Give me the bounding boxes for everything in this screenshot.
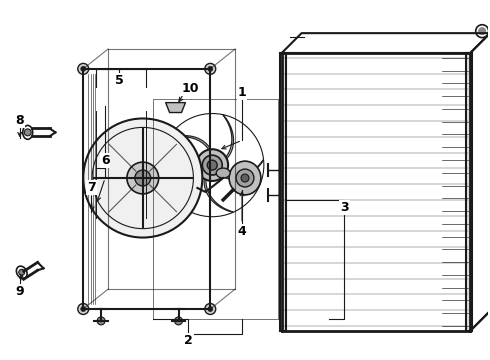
Polygon shape [204, 175, 233, 212]
Circle shape [202, 155, 222, 175]
Text: 5: 5 [115, 74, 123, 87]
Circle shape [83, 118, 202, 238]
Circle shape [205, 63, 216, 74]
Circle shape [241, 174, 249, 182]
Circle shape [208, 306, 213, 311]
Polygon shape [219, 160, 264, 179]
Text: 3: 3 [340, 201, 348, 214]
Circle shape [196, 149, 228, 181]
Circle shape [479, 28, 486, 35]
Text: 2: 2 [184, 334, 193, 347]
Text: 6: 6 [101, 154, 109, 167]
Ellipse shape [216, 168, 230, 178]
Ellipse shape [229, 161, 261, 195]
Text: 8: 8 [16, 114, 24, 127]
Polygon shape [168, 136, 212, 153]
Polygon shape [223, 114, 234, 161]
Circle shape [236, 169, 254, 187]
Ellipse shape [23, 125, 33, 139]
Circle shape [78, 303, 89, 314]
FancyBboxPatch shape [280, 53, 286, 331]
Text: 4: 4 [238, 225, 246, 238]
Circle shape [208, 66, 213, 71]
Text: 7: 7 [87, 181, 96, 194]
Polygon shape [166, 103, 185, 113]
Circle shape [78, 63, 89, 74]
Circle shape [127, 162, 159, 194]
Circle shape [24, 129, 31, 136]
Polygon shape [173, 161, 201, 200]
Text: 10: 10 [182, 82, 199, 95]
Circle shape [207, 160, 217, 170]
FancyBboxPatch shape [466, 53, 472, 331]
Circle shape [174, 317, 182, 325]
Circle shape [81, 66, 86, 71]
Circle shape [135, 170, 151, 186]
Circle shape [205, 303, 216, 314]
Text: 9: 9 [16, 285, 24, 298]
Circle shape [19, 269, 25, 275]
Text: 1: 1 [238, 86, 246, 99]
Circle shape [97, 317, 105, 325]
Circle shape [81, 306, 86, 311]
Ellipse shape [16, 266, 27, 278]
